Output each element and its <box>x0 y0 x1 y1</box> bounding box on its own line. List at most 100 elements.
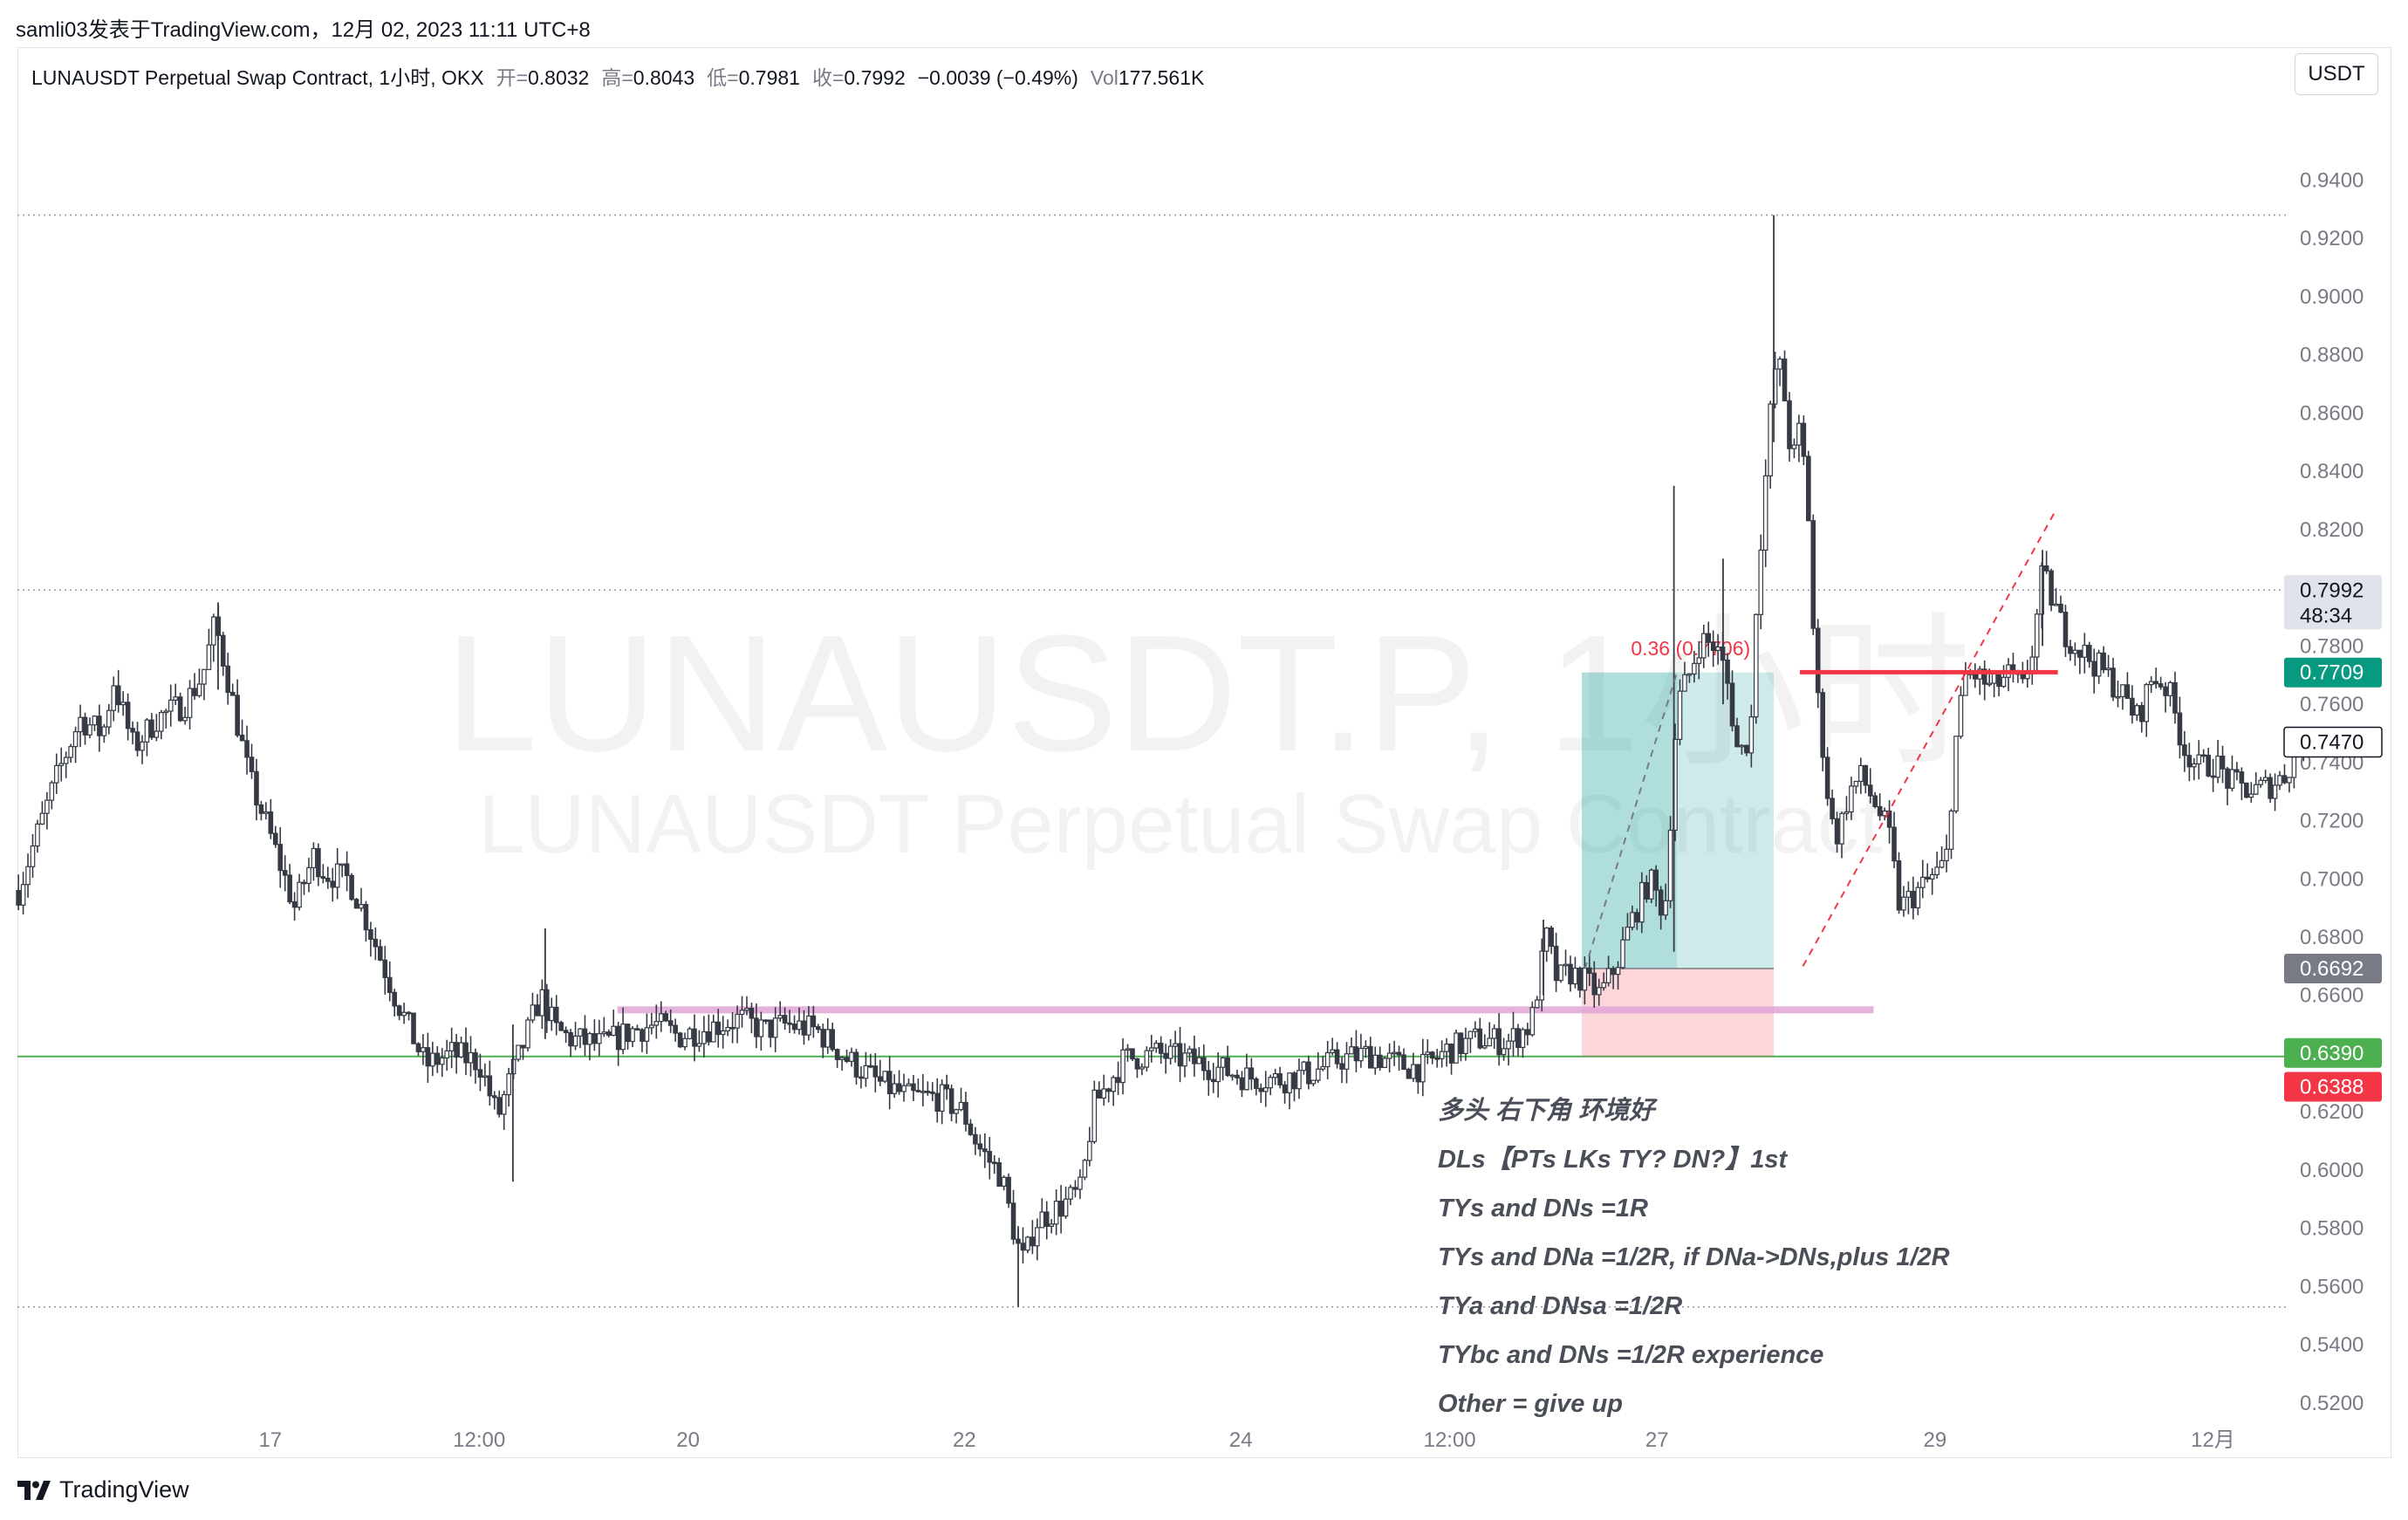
candle-body[interactable] <box>311 847 317 868</box>
candle-body[interactable] <box>1919 876 1926 888</box>
legend-symbol[interactable]: LUNAUSDT Perpetual Swap Contract, 1小时, O… <box>31 66 484 89</box>
candle-body[interactable] <box>229 691 236 696</box>
candle-body[interactable] <box>1653 869 1659 891</box>
candle-body[interactable] <box>1739 744 1745 748</box>
candle-body[interactable] <box>1801 422 1807 457</box>
candle-body[interactable] <box>987 1151 993 1163</box>
candle-body[interactable] <box>1187 1048 1193 1054</box>
candle-body[interactable] <box>111 685 117 711</box>
candle-body[interactable] <box>1824 757 1830 799</box>
candle-body[interactable] <box>1853 780 1859 787</box>
candle-body[interactable] <box>1953 736 1959 812</box>
candle-body[interactable] <box>620 1024 626 1051</box>
candle-body[interactable] <box>1349 1046 1354 1055</box>
candle-body[interactable] <box>2196 754 2202 764</box>
candle-body[interactable] <box>739 1010 745 1016</box>
candle-body[interactable] <box>2068 646 2073 654</box>
candle-body[interactable] <box>339 863 345 866</box>
candle-body[interactable] <box>444 1050 450 1059</box>
candle-body[interactable] <box>44 799 50 814</box>
candle-body[interactable] <box>605 1031 612 1037</box>
candle-body[interactable] <box>406 1011 412 1015</box>
candle-body[interactable] <box>640 1029 645 1042</box>
candle-body[interactable] <box>1467 1030 1474 1039</box>
candle-body[interactable] <box>1715 646 1720 651</box>
candle-body[interactable] <box>177 696 183 722</box>
candle-body[interactable] <box>1886 810 1892 828</box>
candle-body[interactable] <box>692 1028 697 1047</box>
candle-body[interactable] <box>787 1022 792 1025</box>
candle-body[interactable] <box>968 1123 974 1135</box>
candle-body[interactable] <box>159 711 164 732</box>
candle-body[interactable] <box>1473 1028 1478 1032</box>
candle-body[interactable] <box>1262 1087 1269 1092</box>
candle-body[interactable] <box>896 1083 902 1092</box>
candle-body[interactable] <box>1487 1037 1493 1047</box>
candle-body[interactable] <box>330 880 336 888</box>
candle-body[interactable] <box>1787 400 1792 449</box>
candle-body[interactable] <box>1534 999 1540 1009</box>
candle-body[interactable] <box>2192 763 2197 768</box>
candle-body[interactable] <box>1291 1072 1297 1090</box>
candle-body[interactable] <box>439 1057 445 1065</box>
candle-body[interactable] <box>35 823 40 847</box>
candle-body[interactable] <box>1543 927 1549 952</box>
candle-body[interactable] <box>268 811 274 834</box>
candle-body[interactable] <box>272 832 278 846</box>
candle-body[interactable] <box>2105 668 2111 671</box>
candle-body[interactable] <box>1096 1089 1102 1099</box>
candle-body[interactable] <box>182 716 188 722</box>
candle-body[interactable] <box>2034 613 2040 658</box>
candle-body[interactable] <box>568 1031 573 1047</box>
candle-body[interactable] <box>106 709 112 728</box>
candle-body[interactable] <box>2086 644 2092 662</box>
candle-body[interactable] <box>1700 633 1707 659</box>
candle-body[interactable] <box>353 899 359 909</box>
candle-body[interactable] <box>78 716 83 733</box>
candle-body[interactable] <box>929 1091 935 1094</box>
candle-body[interactable] <box>1806 455 1811 522</box>
candle-body[interactable] <box>1058 1201 1064 1217</box>
candle-body[interactable] <box>1087 1140 1092 1161</box>
candle-body[interactable] <box>572 1035 578 1047</box>
candle-body[interactable] <box>263 811 269 814</box>
candle-body[interactable] <box>1510 1028 1516 1042</box>
candle-body[interactable] <box>1287 1072 1292 1094</box>
candle-body[interactable] <box>816 1026 821 1030</box>
candle-body[interactable] <box>611 1025 617 1037</box>
candle-body[interactable] <box>1258 1087 1264 1092</box>
candle-body[interactable] <box>877 1076 883 1082</box>
candle-body[interactable] <box>1830 798 1835 819</box>
candle-body[interactable] <box>516 1044 521 1060</box>
candle-body[interactable] <box>582 1028 588 1045</box>
candle-body[interactable] <box>1611 968 1616 976</box>
candle-body[interactable] <box>2258 779 2263 785</box>
tradingview-logo[interactable]: TradingView <box>17 1476 189 1503</box>
candle-body[interactable] <box>563 1030 569 1034</box>
candle-body[interactable] <box>1501 1048 1507 1056</box>
candle-body[interactable] <box>487 1075 493 1097</box>
candle-body[interactable] <box>934 1092 941 1113</box>
candle-body[interactable] <box>2239 771 2245 784</box>
candle-body[interactable] <box>677 1032 683 1048</box>
candle-body[interactable] <box>1244 1067 1249 1091</box>
candle-body[interactable] <box>63 757 69 764</box>
candle-body[interactable] <box>915 1090 921 1092</box>
candle-body[interactable] <box>421 1047 426 1052</box>
candle-body[interactable] <box>1744 744 1749 754</box>
candle-body[interactable] <box>1363 1045 1369 1050</box>
candle-body[interactable] <box>1553 945 1559 982</box>
candle-body[interactable] <box>892 1083 897 1094</box>
candle-body[interactable] <box>97 715 102 736</box>
candle-body[interactable] <box>477 1069 483 1078</box>
candle-body[interactable] <box>1330 1049 1335 1054</box>
candle-body[interactable] <box>2158 683 2164 688</box>
candle-body[interactable] <box>1844 811 1850 814</box>
candle-body[interactable] <box>1981 668 1987 685</box>
candle-body[interactable] <box>1791 444 1797 449</box>
candle-body[interactable] <box>911 1083 916 1092</box>
candle-body[interactable] <box>754 1017 759 1037</box>
candle-body[interactable] <box>706 1030 712 1043</box>
candle-body[interactable] <box>92 715 98 726</box>
candle-body[interactable] <box>1782 358 1788 401</box>
